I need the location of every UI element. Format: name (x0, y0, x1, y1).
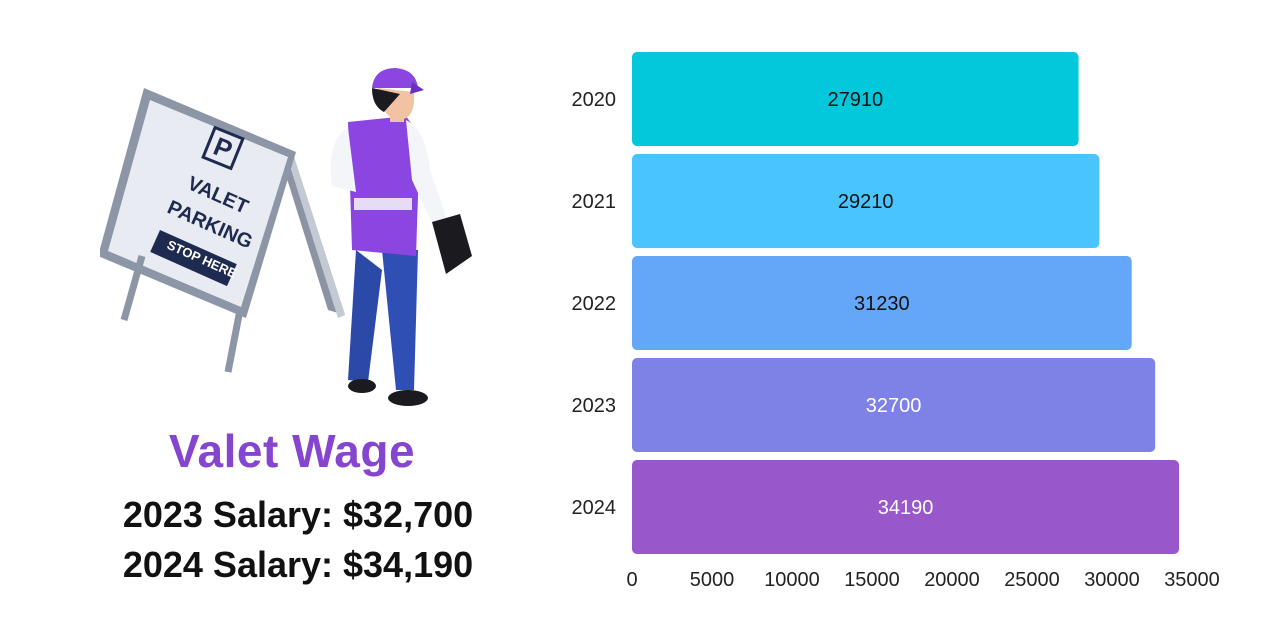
x-tick-label-15000: 15000 (844, 569, 900, 591)
page-title: Valet Wage (168, 425, 416, 477)
salary-2023-text: 2023 Salary: $32,700 (122, 494, 474, 535)
category-label-2020: 2020 (572, 89, 617, 111)
bar-2024 (632, 460, 1180, 554)
value-label-2021: 29210 (838, 191, 894, 213)
salary-2024-text: 2024 Salary: $34,190 (122, 544, 474, 585)
category-label-2024: 2024 (572, 497, 617, 519)
salary-bar-chart: 2020 27910 2021 29210 2022 31230 2023 32700 2024… (572, 52, 1220, 591)
value-label-2020: 27910 (827, 89, 883, 111)
value-label-2022: 31230 (854, 293, 910, 315)
category-label-2023: 2023 (572, 395, 617, 417)
bar-2023 (632, 358, 1156, 452)
category-label-2021: 2021 (572, 191, 617, 213)
x-tick-label-35000: 35000 (1164, 569, 1220, 591)
valet-parking-sign: P VALET PARKING STOP HERE (100, 88, 345, 373)
bar-2022 (632, 256, 1132, 350)
bar-2021 (632, 154, 1100, 248)
valet-person (330, 68, 472, 406)
value-label-2023: 32700 (866, 395, 922, 417)
x-tick-label-5000: 5000 (690, 569, 735, 591)
category-label-2022: 2022 (572, 293, 617, 315)
value-label-2024: 34190 (878, 497, 934, 519)
bar-2020 (632, 52, 1079, 146)
x-tick-label-10000: 10000 (764, 569, 820, 591)
valet-illustration: P VALET PARKING STOP HERE (100, 68, 472, 406)
x-tick-label-0: 0 (626, 569, 637, 591)
x-tick-label-20000: 20000 (924, 569, 980, 591)
x-tick-label-25000: 25000 (1004, 569, 1060, 591)
x-tick-label-30000: 30000 (1084, 569, 1140, 591)
